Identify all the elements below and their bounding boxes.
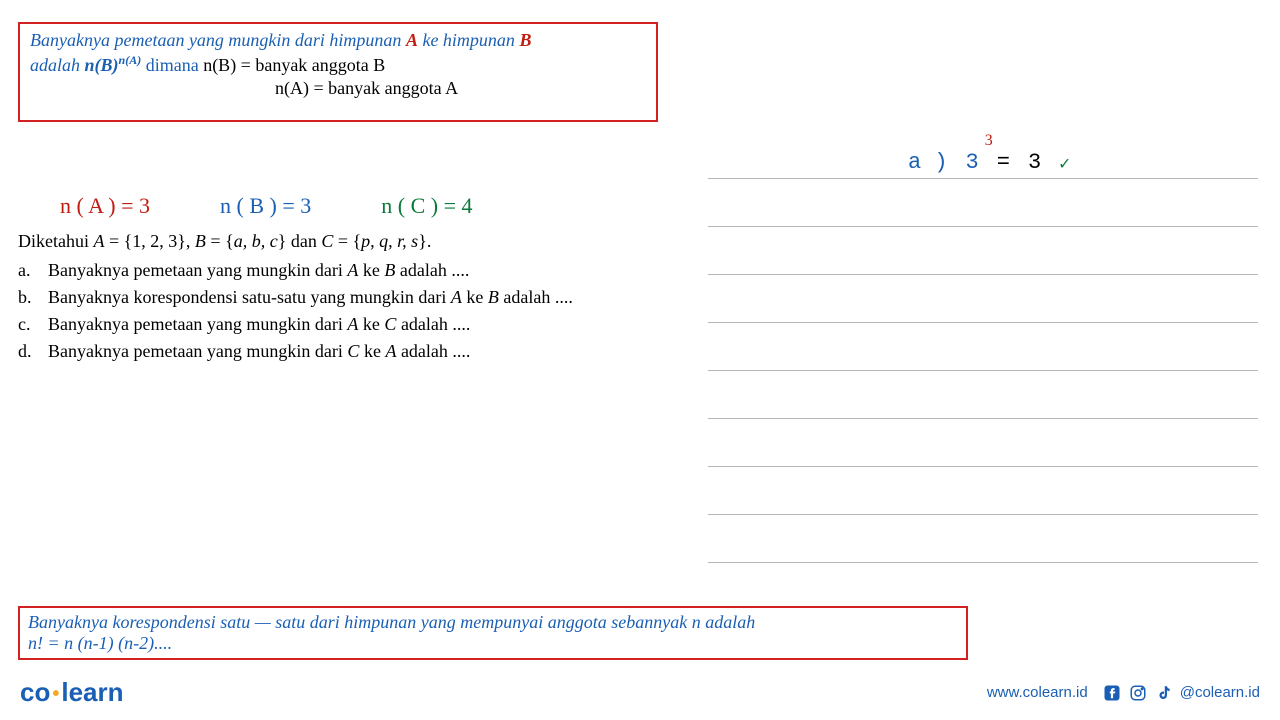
- n-of-B: n ( B ) = 3: [220, 193, 311, 219]
- footer-right: www.colearn.id @colearn.id: [987, 683, 1260, 703]
- ruled-line: [708, 227, 1258, 275]
- list-item: b. Banyaknya korespondensi satu-satu yan…: [18, 284, 738, 311]
- ruled-line: [708, 515, 1258, 563]
- answer-exponent: 3: [985, 132, 993, 150]
- formula: n(B)n(A): [85, 55, 142, 75]
- ruled-line: [708, 323, 1258, 371]
- social-icons: @colearn.id: [1102, 683, 1260, 703]
- ruled-lines-area: [708, 178, 1258, 563]
- answer-base: 3 3: [966, 150, 979, 175]
- formula-box-top: Banyaknya pemetaan yang mungkin dari him…: [18, 22, 658, 122]
- list-item: c. Banyaknya pemetaan yang mungkin dari …: [18, 311, 738, 338]
- check-icon: ✓: [1059, 153, 1070, 175]
- equals-sign: =: [997, 150, 1010, 175]
- text: ke himpunan: [418, 30, 519, 50]
- tiktok-icon: [1154, 683, 1174, 703]
- text: n! = n (n-1) (n-2)....: [28, 633, 958, 654]
- answer-a-working: a ) 3 3 = 3 ✓: [908, 150, 1070, 175]
- problem-statement: Diketahui A = {1, 2, 3}, B = {a, b, c} d…: [18, 228, 738, 365]
- answer-result: 3: [1028, 150, 1041, 175]
- n-of-A: n ( A ) = 3: [60, 193, 150, 219]
- list-item: d. Banyaknya pemetaan yang mungkin dari …: [18, 338, 738, 365]
- problem-list: a. Banyaknya pemetaan yang mungkin dari …: [18, 257, 738, 365]
- text: adalah: [30, 55, 85, 75]
- ruled-line: [708, 371, 1258, 419]
- facebook-icon: [1102, 683, 1122, 703]
- website-url: www.colearn.id: [987, 684, 1088, 701]
- handwritten-counts: n ( A ) = 3 n ( B ) = 3 n ( C ) = 4: [60, 193, 473, 219]
- social-handle: @colearn.id: [1180, 684, 1260, 701]
- footer: co•learn www.colearn.id @colearn.id: [0, 677, 1280, 708]
- formula-line1: Banyaknya pemetaan yang mungkin dari him…: [30, 30, 646, 51]
- ruled-line: [708, 179, 1258, 227]
- formula-box-bottom: Banyaknya korespondensi satu — satu dari…: [18, 606, 968, 660]
- dot-icon: •: [52, 683, 59, 705]
- n-of-C: n ( C ) = 4: [381, 193, 472, 219]
- logo: co•learn: [20, 677, 124, 708]
- text: Banyaknya pemetaan yang mungkin dari him…: [30, 30, 406, 50]
- text: Banyaknya korespondensi satu — satu dari…: [28, 612, 958, 633]
- answer-label: a ): [908, 150, 948, 175]
- text: n(B) = banyak anggota B: [203, 55, 385, 75]
- ruled-line: [708, 419, 1258, 467]
- instagram-icon: [1128, 683, 1148, 703]
- problem-intro: Diketahui A = {1, 2, 3}, B = {a, b, c} d…: [18, 228, 738, 255]
- ruled-line: [708, 467, 1258, 515]
- ruled-line: [708, 275, 1258, 323]
- text: dimana: [141, 55, 203, 75]
- formula-line2: adalah n(B)n(A) dimana n(B) = banyak ang…: [30, 53, 646, 76]
- list-item: a. Banyaknya pemetaan yang mungkin dari …: [18, 257, 738, 284]
- set-B: B: [519, 30, 531, 50]
- set-A: A: [406, 30, 418, 50]
- formula-line3: n(A) = banyak anggota A: [275, 78, 646, 99]
